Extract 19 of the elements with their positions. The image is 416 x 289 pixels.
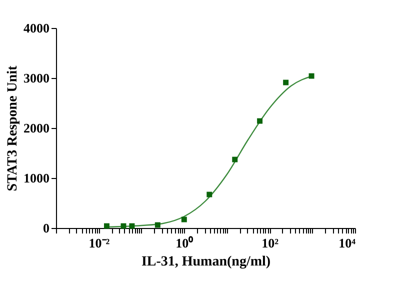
point xyxy=(257,118,263,124)
x-tick-label: 10⁴ xyxy=(338,236,356,250)
x-axis-title: IL-31, Human(ng/ml) xyxy=(141,254,271,270)
point xyxy=(232,156,238,162)
point xyxy=(154,222,160,228)
y-tick-label: 1000 xyxy=(24,170,50,186)
point xyxy=(308,73,314,79)
point xyxy=(206,192,212,198)
point xyxy=(283,80,289,86)
y-tick-label: 2000 xyxy=(24,120,50,136)
point xyxy=(129,223,135,229)
x-tick-label: 10⁻² xyxy=(88,236,110,250)
x-tick-label: 10² xyxy=(262,236,279,250)
x-tick-label: 10⁰ xyxy=(176,236,194,250)
y-tick-label: 4000 xyxy=(24,20,50,36)
point xyxy=(181,216,187,222)
y-tick-label: 3000 xyxy=(24,70,50,86)
y-axis-title: STAT3 Respone Unit xyxy=(6,65,20,192)
y-tick-label: 0 xyxy=(43,220,50,236)
